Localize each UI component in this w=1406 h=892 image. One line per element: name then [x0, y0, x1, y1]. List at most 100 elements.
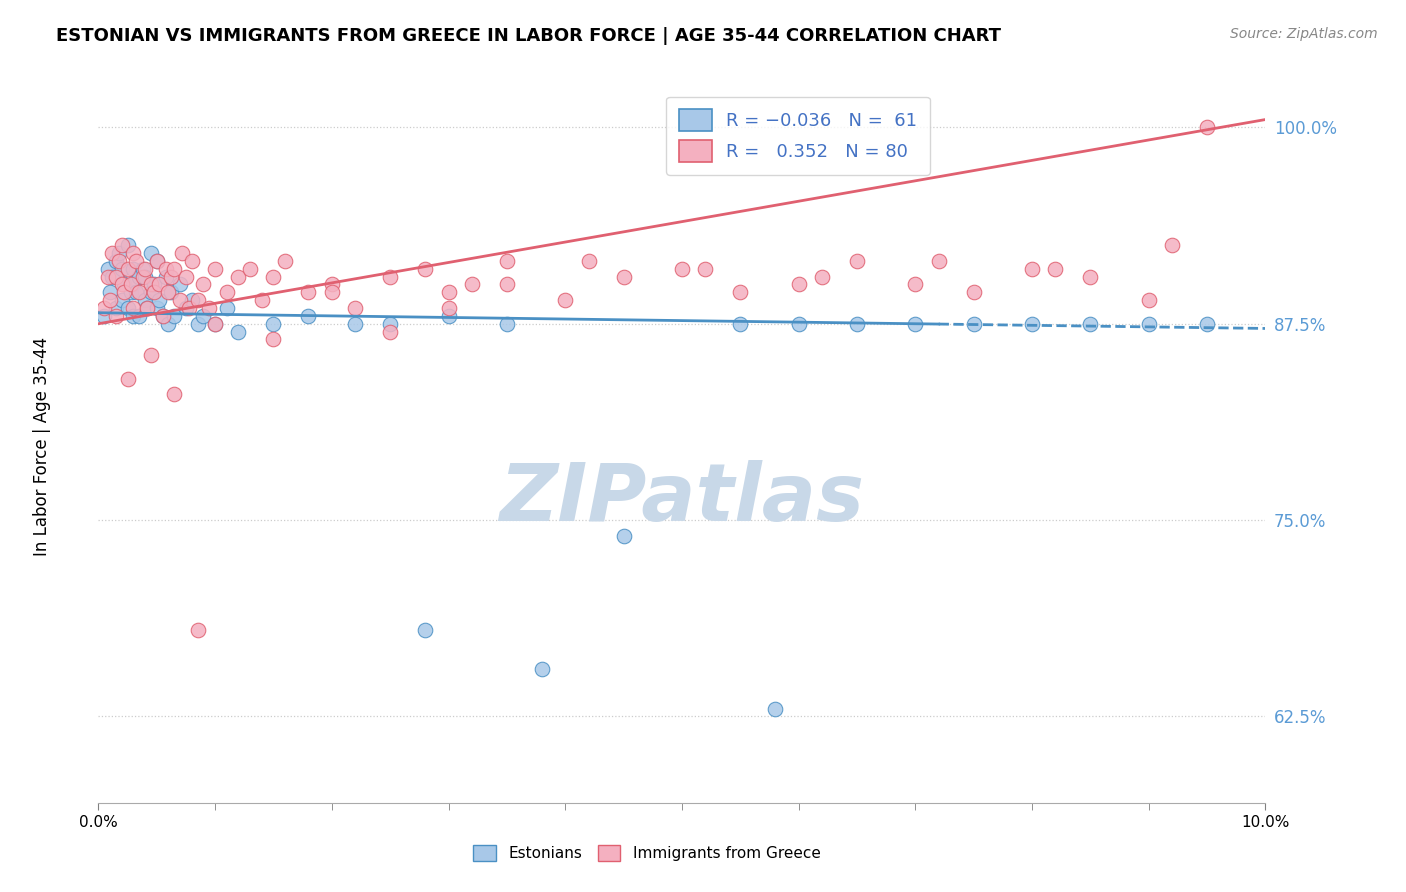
Point: [962, 317, 984, 331]
Point: [263, 333, 285, 347]
Point: [730, 285, 752, 300]
Point: [811, 269, 834, 284]
Point: [215, 301, 238, 315]
Point: [904, 317, 927, 331]
Point: [111, 238, 134, 252]
Point: [93, 309, 115, 323]
Point: [139, 246, 162, 260]
Point: [193, 277, 215, 292]
Point: [1021, 261, 1043, 276]
Point: [157, 285, 180, 300]
Point: [104, 254, 127, 268]
Point: [763, 701, 786, 715]
Point: [117, 372, 139, 386]
Point: [159, 285, 181, 300]
Point: [530, 662, 553, 676]
Point: [139, 285, 162, 300]
Point: [169, 293, 191, 308]
Point: [136, 301, 159, 315]
Point: [198, 301, 221, 315]
Point: [104, 309, 127, 323]
Point: [179, 301, 201, 315]
Point: [187, 293, 209, 308]
Point: [1080, 269, 1102, 284]
Point: [104, 301, 127, 315]
Legend: Estonians, Immigrants from Greece: Estonians, Immigrants from Greece: [467, 839, 827, 867]
Point: [169, 277, 191, 292]
Point: [122, 277, 145, 292]
Point: [134, 261, 156, 276]
Point: [112, 277, 135, 292]
Text: ESTONIAN VS IMMIGRANTS FROM GREECE IN LABOR FORCE | AGE 35-44 CORRELATION CHART: ESTONIAN VS IMMIGRANTS FROM GREECE IN LA…: [56, 27, 1001, 45]
Text: In Labor Force | Age 35-44: In Labor Force | Age 35-44: [34, 336, 51, 556]
Point: [846, 317, 869, 331]
Point: [111, 293, 134, 308]
Point: [98, 285, 121, 300]
Point: [928, 254, 950, 268]
Point: [97, 269, 120, 284]
Point: [143, 277, 166, 292]
Point: [437, 301, 460, 315]
Point: [128, 285, 150, 300]
Point: [172, 246, 194, 260]
Point: [1045, 261, 1067, 276]
Point: [111, 261, 134, 276]
Point: [187, 623, 209, 637]
Text: ZIPatlas: ZIPatlas: [499, 460, 865, 539]
Point: [204, 261, 226, 276]
Point: [163, 261, 186, 276]
Point: [128, 269, 150, 284]
Point: [344, 301, 367, 315]
Point: [297, 285, 319, 300]
Point: [122, 301, 145, 315]
Point: [730, 317, 752, 331]
Point: [437, 285, 460, 300]
Point: [97, 261, 120, 276]
Point: [139, 348, 162, 362]
Point: [125, 254, 148, 268]
Point: [120, 285, 142, 300]
Point: [120, 277, 142, 292]
Point: [263, 317, 285, 331]
Point: [155, 269, 177, 284]
Point: [263, 269, 285, 284]
Point: [117, 301, 139, 315]
Point: [111, 277, 134, 292]
Point: [180, 254, 202, 268]
Point: [122, 261, 145, 276]
Point: [554, 293, 576, 308]
Point: [122, 246, 145, 260]
Point: [613, 529, 636, 543]
Point: [93, 301, 115, 315]
Point: [321, 277, 343, 292]
Point: [1137, 317, 1160, 331]
Point: [146, 254, 169, 268]
Point: [228, 325, 250, 339]
Point: [437, 309, 460, 323]
Point: [671, 261, 693, 276]
Text: Source: ZipAtlas.com: Source: ZipAtlas.com: [1230, 27, 1378, 41]
Point: [380, 269, 402, 284]
Point: [132, 261, 155, 276]
Point: [846, 254, 869, 268]
Point: [163, 387, 186, 401]
Point: [204, 317, 226, 331]
Point: [496, 317, 519, 331]
Point: [122, 309, 145, 323]
Point: [108, 254, 131, 268]
Point: [904, 277, 927, 292]
Point: [1161, 238, 1184, 252]
Point: [204, 317, 226, 331]
Point: [787, 317, 810, 331]
Point: [132, 269, 155, 284]
Point: [228, 269, 250, 284]
Point: [101, 246, 124, 260]
Point: [148, 293, 170, 308]
Point: [152, 309, 174, 323]
Point: [146, 301, 169, 315]
Point: [695, 261, 717, 276]
Point: [134, 293, 156, 308]
Point: [174, 301, 197, 315]
Point: [1137, 293, 1160, 308]
Point: [117, 238, 139, 252]
